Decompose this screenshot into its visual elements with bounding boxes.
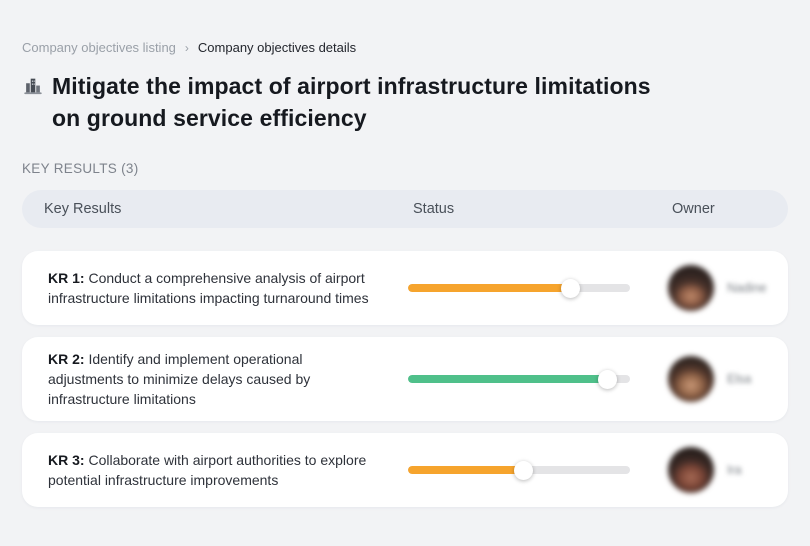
breadcrumb-current: Company objectives details: [197, 40, 357, 55]
key-result-text: KR 1: Conduct a comprehensive analysis o…: [22, 268, 408, 308]
page-title-line-2: on ground service efficiency: [52, 105, 367, 131]
column-header-key-results: Key Results: [44, 201, 122, 217]
key-results-section-label: KEY RESULTS (3): [22, 161, 139, 176]
status-cell: [408, 460, 668, 480]
kr-number-label: KR 2:: [48, 351, 85, 367]
owner-cell: Nadine: [668, 265, 788, 311]
status-cell: [408, 278, 668, 298]
breadcrumb-parent-link[interactable]: Company objectives listing: [22, 40, 176, 55]
owner-cell: Elsa: [668, 356, 788, 402]
progress-fill: [408, 466, 524, 474]
key-result-row-3[interactable]: KR 3: Collaborate with airport authoriti…: [22, 433, 788, 507]
owner-avatar: [668, 265, 714, 311]
progress-slider[interactable]: [408, 278, 630, 298]
owner-cell: Ira: [668, 447, 788, 493]
progress-knob[interactable]: [598, 369, 618, 389]
status-cell: [408, 369, 668, 389]
key-result-row-2[interactable]: KR 2: Identify and implement operational…: [22, 337, 788, 421]
kr-number-label: KR 1:: [48, 270, 85, 286]
progress-knob[interactable]: [513, 460, 533, 480]
key-results-list: KR 1: Conduct a comprehensive analysis o…: [22, 251, 788, 507]
progress-track: [408, 375, 630, 383]
progress-fill: [408, 284, 571, 292]
kr-description: Conduct a comprehensive analysis of airp…: [48, 270, 369, 306]
kr-description: Collaborate with airport authorities to …: [48, 452, 367, 488]
owner-avatar: [668, 447, 714, 493]
city-buildings-icon: [22, 75, 44, 97]
column-header-owner: Owner: [672, 201, 715, 217]
table-header: Key Results Status Owner: [22, 190, 788, 228]
key-result-text: KR 3: Collaborate with airport authoriti…: [22, 450, 408, 490]
owner-name: Elsa: [727, 372, 752, 386]
chevron-right-icon: ›: [184, 40, 189, 55]
key-result-row-1[interactable]: KR 1: Conduct a comprehensive analysis o…: [22, 251, 788, 325]
owner-name: Nadine: [727, 281, 767, 295]
progress-slider[interactable]: [408, 369, 630, 389]
progress-fill: [408, 375, 608, 383]
column-header-status: Status: [413, 201, 455, 217]
kr-description: Identify and implement operational adjus…: [48, 351, 311, 407]
owner-name: Ira: [727, 463, 742, 477]
progress-knob[interactable]: [560, 278, 580, 298]
progress-slider[interactable]: [408, 460, 630, 480]
progress-track: [408, 284, 630, 292]
owner-avatar: [668, 356, 714, 402]
breadcrumb: Company objectives listing › Company obj…: [22, 0, 788, 55]
kr-number-label: KR 3:: [48, 452, 85, 468]
key-result-text: KR 2: Identify and implement operational…: [22, 349, 408, 409]
page-title-line-1: Mitigate the impact of airport infrastru…: [52, 73, 651, 99]
page-title: Mitigate the impact of airport infrastru…: [22, 70, 788, 134]
